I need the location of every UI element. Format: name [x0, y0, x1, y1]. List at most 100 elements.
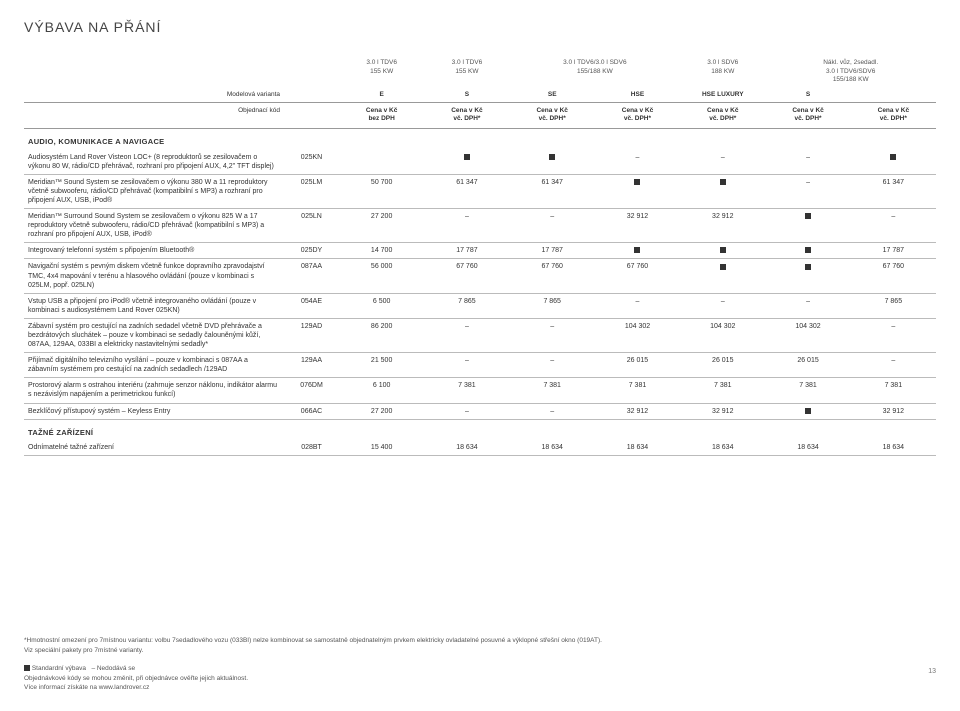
section-title: AUDIO, KOMUNIKACE A NAVIGACE: [24, 128, 936, 149]
row-val: [424, 150, 509, 175]
h1-0: 3.0 l TDV6155 KW: [339, 56, 424, 87]
row-val: 7 381: [765, 378, 850, 403]
row-val: 61 347: [510, 174, 595, 208]
table-row: Vstup USB a připojení pro iPod® včetně i…: [24, 293, 936, 318]
row-val: 104 302: [595, 318, 680, 352]
row-val: 32 912: [680, 403, 765, 419]
table-row: Odnímatelné tažné zařízení028BT15 40018 …: [24, 440, 936, 456]
h3-4: Cena v Kčvč. DPH*: [680, 102, 765, 128]
table-row: Meridian™ Surround Sound System se zesil…: [24, 209, 936, 243]
row-desc: Vstup USB a připojení pro iPod® včetně i…: [24, 293, 284, 318]
row-val: 14 700: [339, 243, 424, 259]
row-val: 61 347: [424, 174, 509, 208]
options-table: 3.0 l TDV6155 KW 3.0 l TDV6155 KW 3.0 l …: [24, 56, 936, 456]
row-val: 7 865: [510, 293, 595, 318]
row-val: 7 381: [424, 378, 509, 403]
row-desc: Zábavní systém pro cestující na zadních …: [24, 318, 284, 352]
square-icon: [549, 154, 555, 160]
row-val: [765, 209, 850, 243]
row-code: 087AA: [284, 259, 339, 293]
h2-1: S: [424, 88, 509, 103]
h1-2: 3.0 l TDV6/3.0 l SDV6155/188 KW: [510, 56, 681, 87]
row-desc: Audiosystém Land Rover Visteon LOC+ (8 r…: [24, 150, 284, 175]
row-val: –: [680, 293, 765, 318]
row-val: [510, 150, 595, 175]
row-val: –: [424, 318, 509, 352]
row-val: 32 912: [680, 209, 765, 243]
h2-2: SE: [510, 88, 595, 103]
row-val: 18 634: [765, 440, 850, 456]
table-row: Meridian™ Sound System se zesilovačem o …: [24, 174, 936, 208]
row-val: –: [680, 150, 765, 175]
row-val: 27 200: [339, 209, 424, 243]
foot-3a: Standardní výbava: [32, 665, 86, 672]
foot-3b: – Nedodává se: [91, 665, 135, 672]
square-icon: [720, 264, 726, 270]
row-val: –: [424, 403, 509, 419]
page-title: VÝBAVA NA PŘÁNÍ: [24, 18, 936, 36]
row-val: 17 787: [510, 243, 595, 259]
table-row: Audiosystém Land Rover Visteon LOC+ (8 r…: [24, 150, 936, 175]
row-desc: Přijímač digitálního televizního vysílán…: [24, 353, 284, 378]
row-val: [680, 259, 765, 293]
row-val: –: [765, 150, 850, 175]
square-icon: [634, 179, 640, 185]
row-val: [339, 150, 424, 175]
row-val: 67 760: [510, 259, 595, 293]
h1-1: 3.0 l TDV6155 KW: [424, 56, 509, 87]
row-val: 32 912: [851, 403, 936, 419]
row-val: 26 015: [595, 353, 680, 378]
h2-4: HSE LUXURY: [680, 88, 765, 103]
row-val: 18 634: [851, 440, 936, 456]
row-desc: Integrovaný telefonní systém s připojení…: [24, 243, 284, 259]
h3-5: Cena v Kčvč. DPH*: [765, 102, 850, 128]
table-row: Integrovaný telefonní systém s připojení…: [24, 243, 936, 259]
row-code: 129AD: [284, 318, 339, 352]
square-icon: [720, 179, 726, 185]
square-icon: [805, 408, 811, 414]
row-val: 32 912: [595, 403, 680, 419]
page-number: 13: [928, 667, 936, 676]
row-val: 56 000: [339, 259, 424, 293]
square-icon: [805, 247, 811, 253]
row-val: –: [851, 318, 936, 352]
row-val: 67 760: [595, 259, 680, 293]
row-val: 32 912: [595, 209, 680, 243]
model-label: Modelová varianta: [24, 88, 284, 103]
row-val: 18 634: [510, 440, 595, 456]
row-val: 18 634: [595, 440, 680, 456]
order-label: Objednací kód: [24, 102, 284, 128]
square-icon: [805, 264, 811, 270]
row-code: 028BT: [284, 440, 339, 456]
row-code: 129AA: [284, 353, 339, 378]
row-code: 025LM: [284, 174, 339, 208]
row-val: 6 500: [339, 293, 424, 318]
row-val: 104 302: [765, 318, 850, 352]
row-desc: Prostorový alarm s ostrahou interiéru (z…: [24, 378, 284, 403]
foot-4: Objednávkové kódy se mohou změnit, při o…: [24, 674, 936, 684]
h3-1: Cena v Kčvč. DPH*: [424, 102, 509, 128]
section-title: TAŽNÉ ZAŘÍZENÍ: [24, 419, 936, 440]
foot-1: *Hmotnostní omezení pro 7místnou variant…: [24, 636, 936, 646]
row-val: 21 500: [339, 353, 424, 378]
row-val: –: [424, 353, 509, 378]
row-val: 26 015: [680, 353, 765, 378]
h1-5: Nákl. vůz, 2sedadl.3.0 l TDV6/SDV6155/18…: [765, 56, 936, 87]
row-val: 18 634: [424, 440, 509, 456]
row-val: 61 347: [851, 174, 936, 208]
row-val: –: [510, 403, 595, 419]
row-val: 67 760: [851, 259, 936, 293]
row-val: 26 015: [765, 353, 850, 378]
row-val: –: [510, 353, 595, 378]
row-code: 066AC: [284, 403, 339, 419]
row-val: [765, 403, 850, 419]
h3-2: Cena v Kčvč. DPH*: [510, 102, 595, 128]
row-val: [595, 243, 680, 259]
row-code: 025LN: [284, 209, 339, 243]
foot-5: Více informací získáte na www.landrover.…: [24, 683, 936, 693]
h2-0: E: [339, 88, 424, 103]
row-val: –: [595, 293, 680, 318]
row-val: –: [510, 209, 595, 243]
row-val: 17 787: [424, 243, 509, 259]
row-val: –: [851, 353, 936, 378]
